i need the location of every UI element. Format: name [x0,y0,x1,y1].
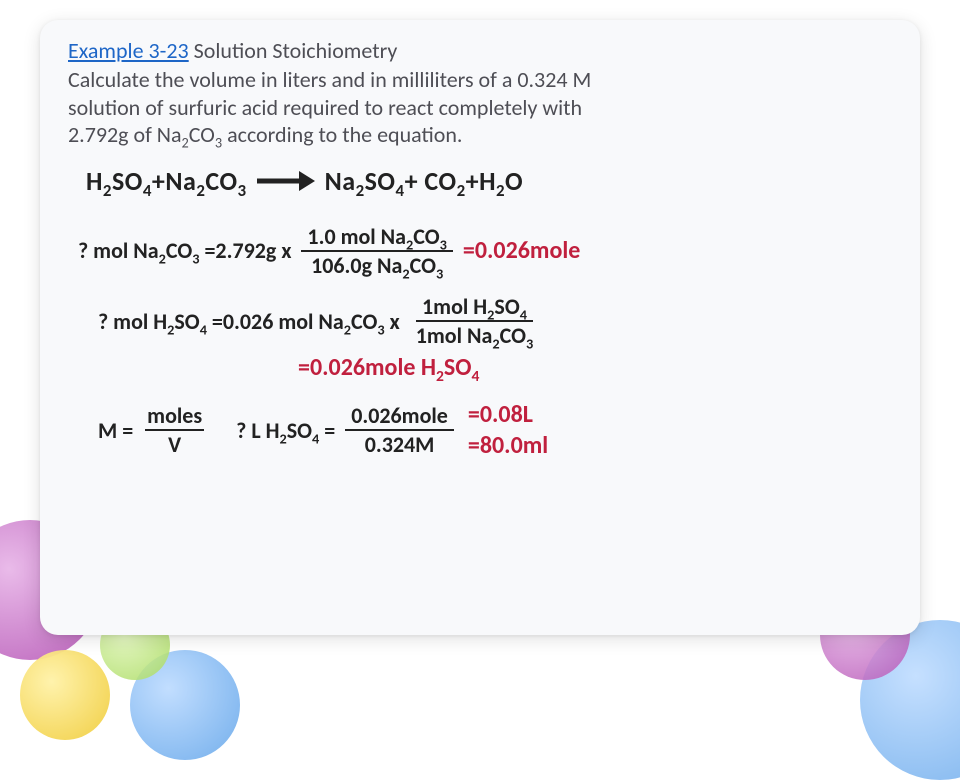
sub: 2 [279,429,286,447]
step1-denominator: 106.0g Na2CO3 [305,252,449,277]
txt: SO [494,293,519,320]
sub: 3 [440,235,447,253]
txt: =0.026 mol Na [207,308,344,335]
txt: SO [174,308,199,335]
txt: ? L H [236,417,279,444]
eq-plus: + [466,165,479,197]
sub: 2 [159,250,166,268]
eq-so: SO [365,165,396,197]
problem-line2: solution of surfuric acid required to re… [68,94,582,121]
sub: 2 [182,134,189,152]
eq-h: H [479,165,496,197]
problem-line1: Calculate the volume in liters and in mi… [68,66,591,93]
eq-so: SO [112,165,143,197]
sub: 2 [402,264,409,282]
chemical-equation: H2SO4+Na2CO3 Na2SO4+ CO2+H2O [86,165,892,197]
step3-results: =0.08L =80.0ml [468,400,548,460]
sub: 3 [436,264,443,282]
txt: ? mol Na [78,237,159,264]
txt: SO [287,417,312,444]
reaction-arrow-icon [257,170,315,192]
eq-lhs: H2SO4+Na2CO3 [86,165,247,197]
title-line: Example 3-23 Solution Stoichiometry [68,38,892,64]
problem-line3a: 2.792g of Na [68,121,182,148]
txt: CO [351,308,377,335]
step1-result: =0.026mole [463,236,580,265]
eq-o: O [505,165,523,197]
step3-num: 0.026mole [345,404,454,431]
txt: 1mol H [422,293,487,320]
eq-na: Na [325,165,356,197]
M-fraction: moles V [145,404,204,456]
step2-denominator: 1mol Na2CO3 [410,322,539,347]
txt: x [385,308,400,335]
sub: 4 [396,180,405,201]
M-label: M = [98,417,133,444]
step2-prefix: ? mol H2SO4 =0.026 mol Na2CO3 x [98,308,400,335]
step3-prefix: ? L H2SO4 = [236,417,335,444]
step1-prefix: ? mol Na2CO3 =2.792g x [78,237,291,264]
sub: 2 [436,367,444,386]
txt: CO [500,322,526,349]
eq-rhs: Na2SO4+ CO2+H2O [325,165,524,197]
problem-statement: Calculate the volume in liters and in mi… [68,66,892,149]
problem-line3c: according to the equation. [222,121,462,148]
content-card: Example 3-23 Solution Stoichiometry Calc… [40,20,920,635]
sub: 4 [471,367,479,386]
example-label: Example 3-23 [68,37,189,64]
step3-den: 0.324M [359,431,441,456]
txt: =2.792g x [200,237,292,264]
step2-fraction: 1mol H2SO4 1mol Na2CO3 [410,295,539,347]
step3-line: M = moles V ? L H2SO4 = 0.026mole 0.324M… [98,400,892,460]
txt: =0.026mole H [298,353,436,382]
eq-co: CO [205,165,237,197]
eq-h: H [86,165,103,197]
bubble-yellow [20,650,110,740]
sub: 4 [143,180,152,201]
txt: SO [444,353,472,382]
sub: 2 [496,180,505,201]
eq-na: Na [165,165,196,197]
sub: 2 [356,180,365,201]
step2-result: =0.026mole H2SO4 [298,353,892,382]
step1-fraction: 1.0 mol Na2CO3 106.0g Na2CO3 [301,225,452,277]
txt: 1.0 mol Na [307,223,406,250]
sub: 2 [457,180,466,201]
step3-result-ml: =80.0ml [468,431,548,460]
M-den: V [166,431,183,456]
eq-plus: + [405,165,425,197]
sub: 3 [526,335,533,353]
sub: 3 [377,320,384,338]
step1-line: ? mol Na2CO3 =2.792g x 1.0 mol Na2CO3 10… [78,225,892,277]
step3-fraction: 0.026mole 0.324M [345,404,454,456]
txt: = [319,417,335,444]
problem-line3b: CO [189,121,215,148]
txt: CO [413,223,439,250]
txt: CO [410,252,436,279]
sub: 4 [200,320,207,338]
step2-numerator: 1mol H2SO4 [416,295,533,322]
step1-numerator: 1.0 mol Na2CO3 [301,225,452,252]
step3-result-L: =0.08L [468,400,548,429]
eq-plus: + [152,165,165,197]
sub: 2 [492,335,499,353]
molarity-def: M = moles V [98,404,210,456]
txt: ? mol H [98,308,167,335]
txt: 1mol Na [416,322,493,349]
sub: 3 [192,250,199,268]
eq-co: CO [424,165,456,197]
sub: 2 [344,320,351,338]
txt: 106.0g Na [311,252,402,279]
sub: 4 [520,305,527,323]
sub: 3 [238,180,247,201]
topic-label: Solution Stoichiometry [189,37,398,64]
sub: 2 [103,180,112,201]
txt: CO [166,237,192,264]
M-num: moles [145,404,204,431]
step2-line: ? mol H2SO4 =0.026 mol Na2CO3 x 1mol H2S… [98,295,892,347]
